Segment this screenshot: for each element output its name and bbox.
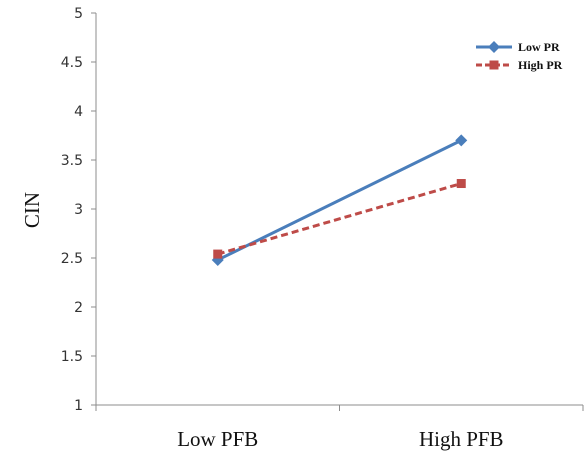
series-high-pr (213, 179, 466, 259)
y-tick-label: 4.5 (61, 55, 83, 71)
y-tick-label: 1.5 (61, 349, 83, 365)
x-category-label: High PFB (419, 427, 504, 451)
y-tick-label: 5 (74, 6, 83, 22)
y-tick-label: 3.5 (61, 153, 83, 169)
x-category-label: Low PFB (177, 427, 258, 451)
legend-item: Low PR (476, 40, 560, 54)
data-point (455, 134, 468, 147)
legend-label: High PR (518, 58, 563, 72)
y-tick-label: 2.5 (61, 251, 83, 267)
x-axis: Low PFB High PFB (95, 404, 584, 451)
series-line (217, 182, 462, 256)
legend-marker (489, 60, 499, 70)
data-point (211, 253, 224, 266)
legend-label: Low PR (518, 40, 560, 54)
y-axis-title: CIN (20, 192, 44, 228)
series-line (217, 139, 462, 262)
y-tick-label: 3 (74, 202, 83, 218)
y-tick-label: 4 (74, 104, 83, 120)
data-point (213, 249, 223, 259)
legend-item: High PR (476, 58, 563, 72)
y-tick-label: 2 (74, 300, 83, 316)
y-tick-label: 1 (74, 398, 83, 414)
series-layer (211, 134, 468, 266)
y-axis: 1 1.5 2 2.5 3 3.5 4 4.5 5 (61, 6, 97, 414)
legend-marker (488, 41, 500, 53)
data-point (456, 179, 466, 189)
series-low-pr (211, 134, 468, 266)
legend: Low PR High PR (476, 40, 563, 72)
